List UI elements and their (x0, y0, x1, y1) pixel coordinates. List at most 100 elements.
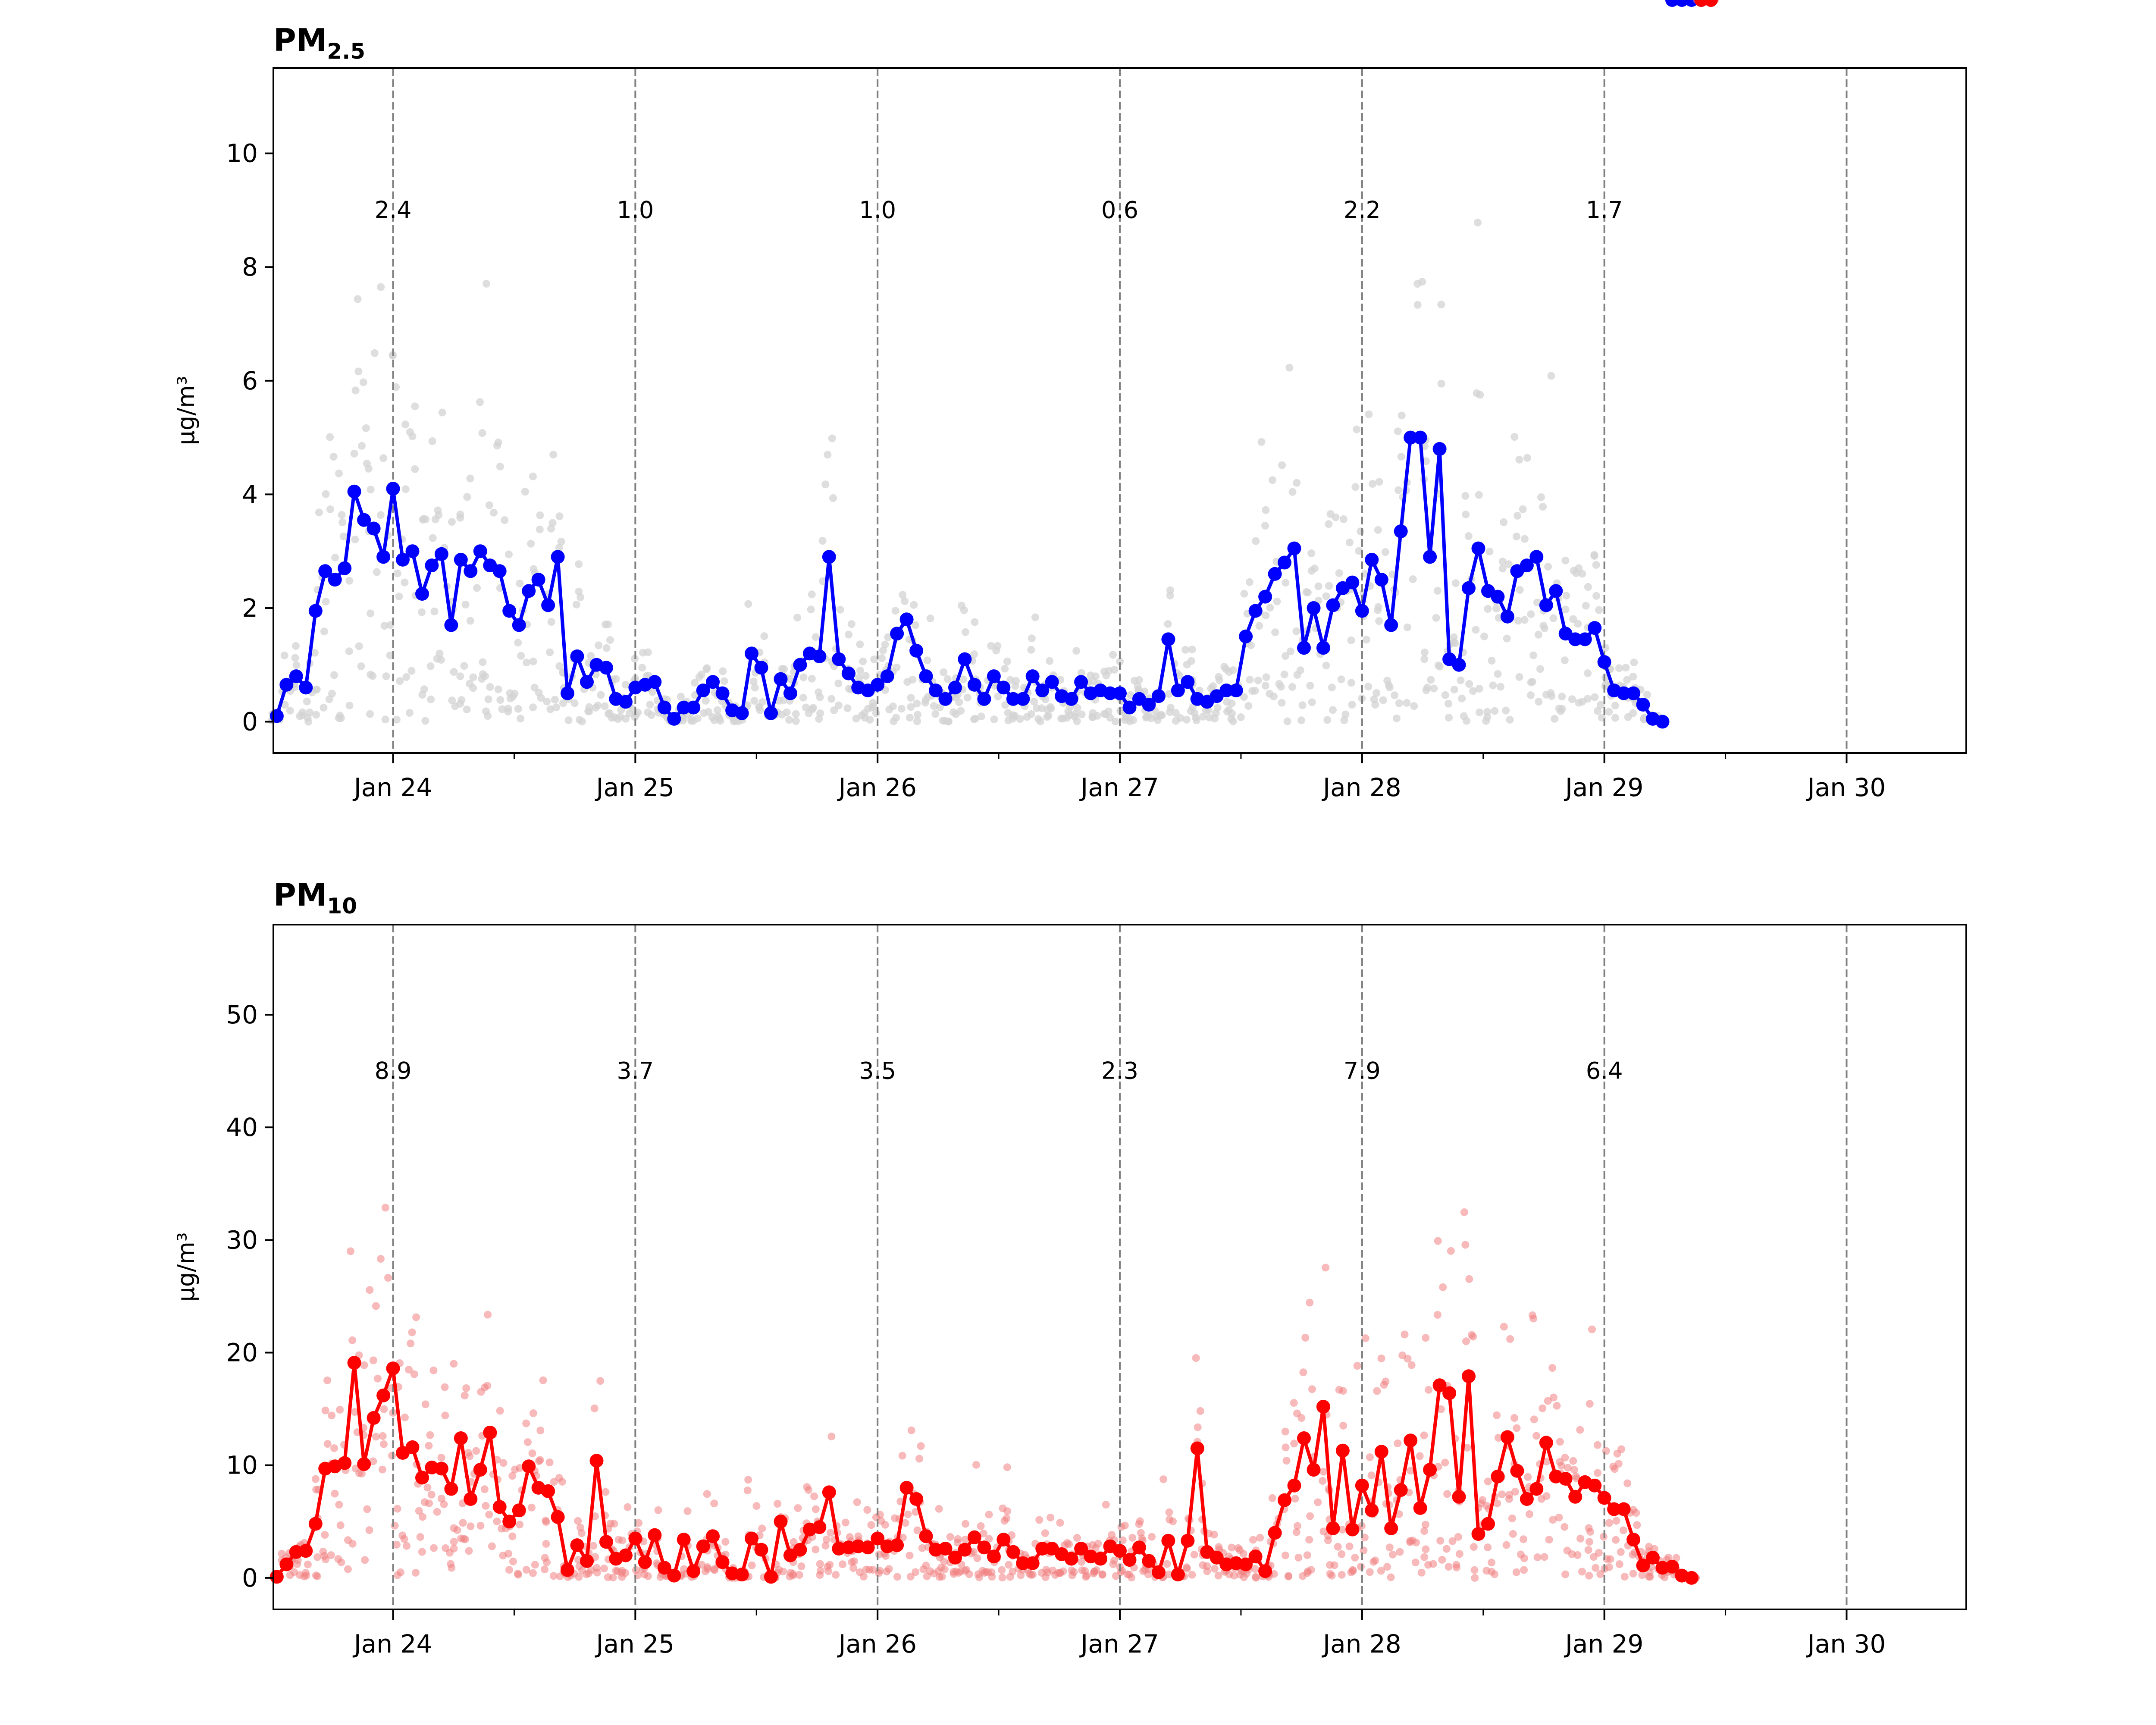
raw-observation-point (363, 1505, 371, 1513)
raw-observation-point (407, 667, 416, 675)
raw-observation-point (1441, 691, 1449, 699)
series-marker (706, 675, 720, 689)
raw-observation-point (971, 715, 979, 723)
raw-observation-point (721, 1538, 730, 1546)
raw-observation-point (1584, 583, 1592, 591)
raw-observation-point (1355, 547, 1363, 555)
raw-observation-point (1192, 716, 1200, 724)
series-marker (696, 1539, 710, 1553)
raw-observation-point (915, 1455, 923, 1463)
series-marker (531, 573, 545, 587)
raw-observation-point (1421, 1521, 1429, 1529)
series-marker (1064, 1552, 1078, 1566)
raw-observation-point (1043, 706, 1051, 714)
raw-observation-point (306, 708, 314, 716)
x-tick-label: Jan 28 (1322, 773, 1401, 802)
raw-observation-point (917, 1442, 925, 1450)
raw-observation-point (949, 708, 957, 716)
raw-observation-point (463, 493, 471, 501)
raw-observation-point (1445, 699, 1453, 708)
raw-observation-point (1306, 682, 1314, 690)
raw-observation-point (913, 717, 921, 725)
raw-observation-point (1290, 1399, 1298, 1407)
series-marker (570, 649, 584, 663)
raw-observation-point (1569, 615, 1577, 623)
raw-observation-point (792, 710, 800, 718)
series-marker (909, 643, 924, 658)
raw-observation-point (891, 607, 899, 615)
raw-observation-point (869, 1566, 877, 1574)
raw-observation-point (656, 1573, 664, 1581)
pm25-daily-averages: 2.4 1.0 1.0 0.6 2.2 1.7 (375, 196, 1623, 223)
raw-observation-point (1605, 708, 1613, 716)
raw-observation-point (496, 696, 505, 704)
raw-observation-point (575, 1573, 583, 1581)
raw-observation-point (807, 605, 815, 614)
raw-observation-point (393, 569, 401, 577)
raw-observation-point (345, 702, 354, 709)
raw-observation-point (644, 648, 652, 656)
raw-observation-point (872, 709, 880, 717)
raw-observation-point (1493, 1411, 1501, 1419)
raw-observation-point (357, 1470, 366, 1477)
series-marker (764, 706, 778, 720)
raw-observation-point (926, 615, 934, 622)
raw-observation-point (654, 1506, 662, 1514)
series-marker (1210, 1550, 1224, 1565)
raw-observation-point (786, 1572, 794, 1581)
series-marker (1248, 1549, 1263, 1564)
raw-observation-point (618, 1569, 626, 1577)
raw-observation-point (881, 1521, 889, 1529)
raw-observation-point (861, 714, 869, 722)
daily-average-label: 6.4 (1586, 1057, 1623, 1085)
raw-observation-point (860, 1572, 868, 1581)
raw-observation-point (517, 652, 525, 660)
series-marker (1539, 598, 1553, 612)
series-marker (357, 513, 371, 527)
raw-observation-point (1535, 698, 1543, 706)
raw-observation-point (1557, 1462, 1566, 1470)
series-marker (1297, 1431, 1311, 1445)
raw-observation-point (1065, 711, 1074, 719)
pm25-y-axis: 0 2 4 6 8 10 (226, 139, 273, 737)
raw-observation-point (363, 459, 371, 467)
raw-observation-point (816, 1571, 824, 1579)
raw-observation-point (1041, 1529, 1049, 1537)
raw-observation-point (955, 698, 963, 706)
raw-observation-point (466, 617, 474, 625)
series-marker (279, 1557, 294, 1571)
raw-observation-point (1502, 1541, 1510, 1549)
raw-observation-point (979, 1529, 987, 1537)
raw-observation-point (906, 1552, 914, 1559)
raw-observation-point (1407, 1361, 1416, 1369)
raw-observation-point (1374, 526, 1382, 534)
raw-observation-point (329, 453, 338, 461)
raw-observation-point (508, 1532, 517, 1540)
raw-observation-point (1194, 1423, 1202, 1431)
series-marker (948, 1550, 962, 1565)
series-marker (1142, 1554, 1156, 1568)
series-marker (967, 677, 981, 692)
raw-observation-point (320, 627, 328, 636)
raw-observation-point (1377, 1354, 1385, 1362)
raw-observation-point (578, 718, 586, 725)
raw-observation-point (1526, 691, 1535, 699)
raw-observation-point (1273, 597, 1281, 605)
raw-observation-point (1362, 636, 1370, 644)
raw-observation-point (418, 1548, 426, 1556)
raw-observation-point (1643, 691, 1651, 699)
raw-observation-point (1109, 1560, 1117, 1568)
raw-observation-point (1116, 658, 1124, 665)
raw-observation-point (574, 1517, 582, 1525)
raw-observation-point (1266, 604, 1274, 612)
raw-observation-point (906, 1573, 915, 1581)
raw-observation-point (483, 1382, 492, 1390)
raw-observation-point (891, 1514, 899, 1522)
raw-observation-point (552, 703, 560, 712)
series-marker (299, 681, 313, 695)
raw-observation-point (775, 696, 783, 705)
raw-observation-point (1325, 520, 1333, 528)
raw-observation-point (1286, 647, 1294, 656)
raw-observation-point (1439, 1283, 1447, 1291)
